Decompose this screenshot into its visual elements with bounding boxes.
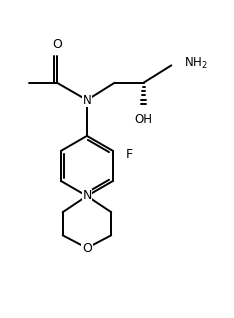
Text: O: O bbox=[52, 38, 62, 52]
Text: N: N bbox=[83, 93, 91, 107]
Text: O: O bbox=[82, 241, 92, 254]
Text: N: N bbox=[82, 190, 92, 203]
Text: NH$_2$: NH$_2$ bbox=[184, 56, 208, 71]
Text: OH: OH bbox=[135, 113, 153, 126]
Text: F: F bbox=[126, 148, 133, 161]
